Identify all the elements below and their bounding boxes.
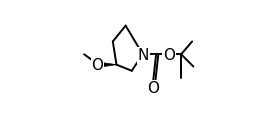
Text: O: O (92, 58, 104, 73)
Text: N: N (138, 48, 149, 63)
Polygon shape (98, 62, 116, 67)
Text: O: O (163, 48, 175, 63)
Text: O: O (147, 81, 159, 96)
